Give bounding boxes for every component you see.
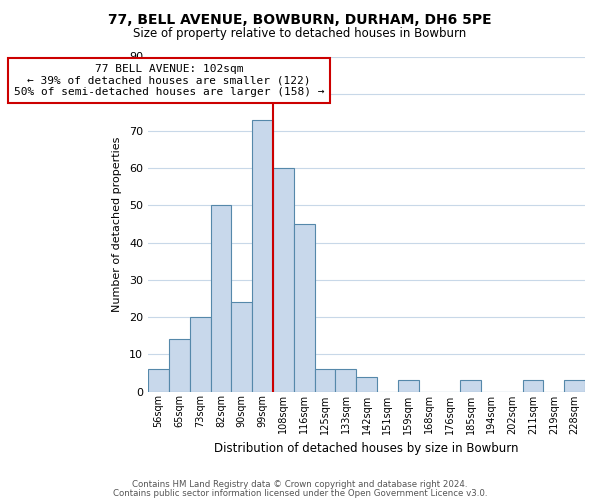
Bar [294, 224, 314, 392]
Bar [564, 380, 585, 392]
Bar [335, 369, 356, 392]
Text: 77 BELL AVENUE: 102sqm
← 39% of detached houses are smaller (122)
50% of semi-de: 77 BELL AVENUE: 102sqm ← 39% of detached… [14, 64, 324, 97]
Bar [232, 302, 252, 392]
Bar [211, 206, 232, 392]
X-axis label: Distribution of detached houses by size in Bowburn: Distribution of detached houses by size … [214, 442, 519, 455]
Text: Size of property relative to detached houses in Bowburn: Size of property relative to detached ho… [133, 28, 467, 40]
Text: Contains public sector information licensed under the Open Government Licence v3: Contains public sector information licen… [113, 488, 487, 498]
Bar [356, 376, 377, 392]
Bar [523, 380, 544, 392]
Bar [148, 369, 169, 392]
Bar [169, 340, 190, 392]
Bar [398, 380, 419, 392]
Bar [460, 380, 481, 392]
Bar [314, 369, 335, 392]
Text: 77, BELL AVENUE, BOWBURN, DURHAM, DH6 5PE: 77, BELL AVENUE, BOWBURN, DURHAM, DH6 5P… [108, 12, 492, 26]
Bar [273, 168, 294, 392]
Bar [190, 317, 211, 392]
Text: Contains HM Land Registry data © Crown copyright and database right 2024.: Contains HM Land Registry data © Crown c… [132, 480, 468, 489]
Y-axis label: Number of detached properties: Number of detached properties [112, 136, 122, 312]
Bar [252, 120, 273, 392]
